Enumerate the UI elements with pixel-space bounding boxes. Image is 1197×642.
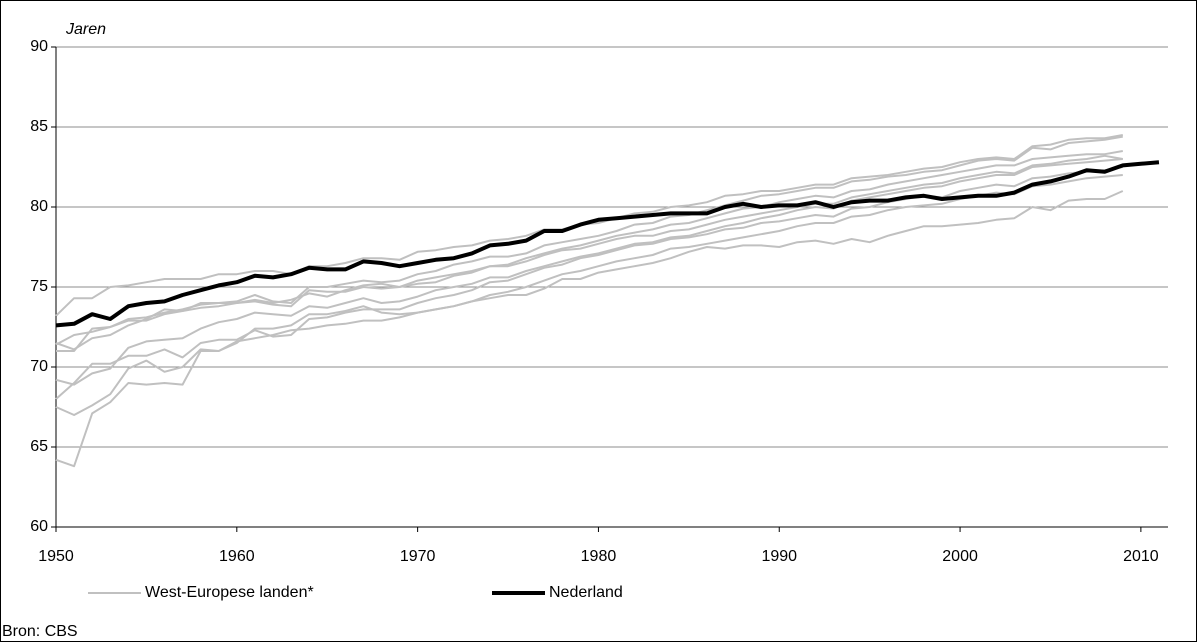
line bbox=[55, 134, 1123, 317]
line bbox=[55, 158, 1123, 386]
line bbox=[55, 166, 1123, 400]
x-tick-label: 2010 bbox=[1123, 548, 1159, 565]
x-tick-label: 2000 bbox=[942, 548, 978, 565]
y-tick-label: 85 bbox=[30, 118, 48, 135]
x-tick-label: 1980 bbox=[581, 548, 617, 565]
y-tick-label: 80 bbox=[30, 198, 48, 215]
line bbox=[55, 174, 1123, 416]
y-axis-label: Jaren bbox=[65, 21, 106, 38]
line bbox=[55, 154, 1123, 351]
y-tick-label: 60 bbox=[30, 518, 48, 535]
y-tick-label: 70 bbox=[30, 358, 48, 375]
legend-label: West-Europese landen* bbox=[145, 584, 314, 601]
source: Bron: CBS bbox=[2, 623, 78, 640]
line bbox=[55, 160, 1160, 328]
y-tick-label: 75 bbox=[30, 278, 48, 295]
x-tick-label: 1950 bbox=[38, 548, 74, 565]
line bbox=[56, 135, 1123, 352]
y-tick-label: 65 bbox=[30, 438, 48, 455]
line bbox=[55, 190, 1124, 468]
x-tick-label: 1970 bbox=[400, 548, 436, 565]
legend-label: Nederland bbox=[549, 584, 623, 601]
x-tick-label: 1990 bbox=[761, 548, 797, 565]
x-tick-label: 1960 bbox=[219, 548, 255, 565]
y-tick-label: 90 bbox=[30, 38, 48, 55]
